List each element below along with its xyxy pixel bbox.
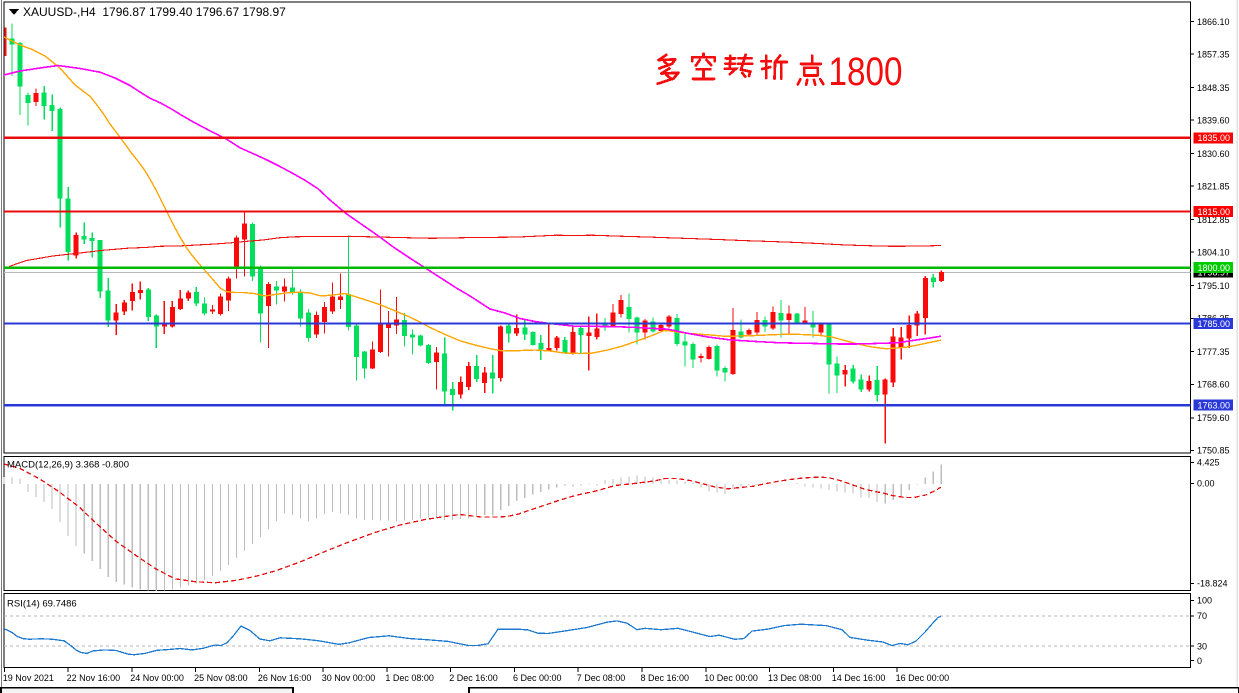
svg-text:1759.60: 1759.60: [1197, 413, 1230, 423]
svg-text:8 Dec 16:00: 8 Dec 16:00: [641, 673, 690, 683]
svg-text:MACD(12,26,9) 3.368 -0.800: MACD(12,26,9) 3.368 -0.800: [7, 460, 129, 471]
svg-text:1777.35: 1777.35: [1197, 347, 1230, 357]
svg-text:1785.00: 1785.00: [1198, 319, 1231, 329]
svg-text:RSI(14) 69.7486: RSI(14) 69.7486: [7, 599, 77, 610]
svg-text:25 Nov 08:00: 25 Nov 08:00: [194, 673, 248, 683]
svg-text:1763.00: 1763.00: [1198, 401, 1231, 411]
svg-text:1821.85: 1821.85: [1197, 181, 1230, 191]
svg-text:1750.85: 1750.85: [1197, 446, 1230, 456]
svg-text:10 Dec 00:00: 10 Dec 00:00: [704, 673, 758, 683]
svg-text:1795.10: 1795.10: [1197, 281, 1230, 291]
svg-text:14 Dec 16:00: 14 Dec 16:00: [832, 673, 886, 683]
svg-text:1 Dec 08:00: 1 Dec 08:00: [385, 673, 434, 683]
svg-text:6 Dec 00:00: 6 Dec 00:00: [513, 673, 562, 683]
svg-text:26 Nov 16:00: 26 Nov 16:00: [258, 673, 312, 683]
svg-text:7 Dec 08:00: 7 Dec 08:00: [577, 673, 626, 683]
svg-text:4.425: 4.425: [1197, 458, 1220, 468]
svg-text:1866.10: 1866.10: [1197, 17, 1230, 27]
svg-text:XAUUSD-,H4 1796.87 1799.40 17: XAUUSD-,H4 1796.87 1799.40 1796.67 1798.…: [23, 5, 286, 19]
svg-text:13 Dec 08:00: 13 Dec 08:00: [768, 673, 822, 683]
svg-text:0: 0: [1197, 656, 1202, 666]
svg-text:1857.35: 1857.35: [1197, 49, 1230, 59]
svg-text:24 Nov 00:00: 24 Nov 00:00: [130, 673, 184, 683]
svg-text:30: 30: [1197, 641, 1207, 651]
svg-text:1804.10: 1804.10: [1197, 247, 1230, 257]
svg-text:1839.60: 1839.60: [1197, 115, 1230, 125]
svg-text:1830.60: 1830.60: [1197, 149, 1230, 159]
svg-text:-18.824: -18.824: [1197, 579, 1228, 589]
svg-text:100: 100: [1197, 596, 1212, 606]
svg-text:19 Nov 2021: 19 Nov 2021: [3, 673, 54, 683]
svg-text:30 Nov 00:00: 30 Nov 00:00: [322, 673, 376, 683]
svg-text:70: 70: [1197, 611, 1207, 621]
svg-text:1800.00: 1800.00: [1198, 263, 1231, 273]
svg-text:1815.00: 1815.00: [1198, 207, 1231, 217]
svg-text:2 Dec 16:00: 2 Dec 16:00: [449, 673, 498, 683]
svg-text:0.00: 0.00: [1197, 479, 1215, 489]
svg-text:1768.60: 1768.60: [1197, 380, 1230, 390]
svg-text:1800: 1800: [829, 50, 903, 94]
svg-text:1848.35: 1848.35: [1197, 83, 1230, 93]
svg-text:16 Dec 00:00: 16 Dec 00:00: [896, 673, 950, 683]
svg-text:1812.85: 1812.85: [1197, 215, 1230, 225]
svg-text:22 Nov 16:00: 22 Nov 16:00: [67, 673, 121, 683]
svg-text:1835.00: 1835.00: [1198, 133, 1231, 143]
